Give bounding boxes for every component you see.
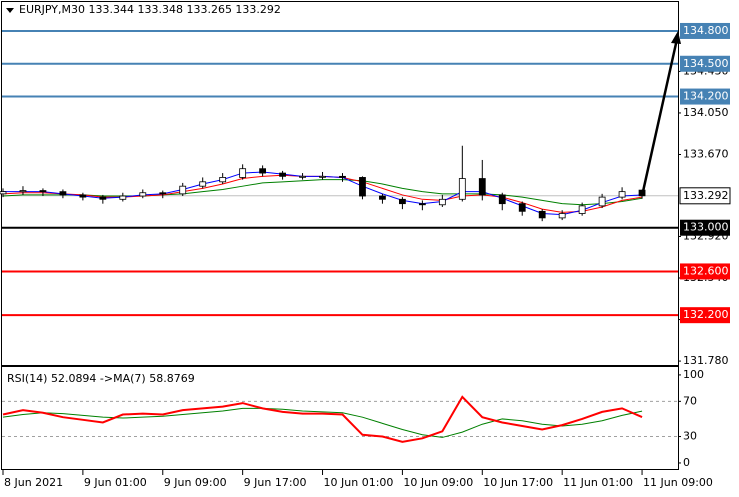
candle-body <box>458 178 466 200</box>
y-tick-label: 133.670 <box>683 147 729 160</box>
line <box>2 407 643 438</box>
arrow-shaft <box>640 38 679 197</box>
line <box>2 395 643 443</box>
level-label: 132.200 <box>683 308 729 321</box>
x-tick-label: 11 Jun 01:00 <box>563 476 633 489</box>
candle-body <box>139 192 147 197</box>
candle-body <box>119 195 127 200</box>
x-tick-label: 9 Jun 09:00 <box>164 476 227 489</box>
candle-body <box>219 177 227 183</box>
x-tick-label: 10 Jun 01:00 <box>324 476 394 489</box>
candle-body <box>39 190 47 193</box>
y-tick-label: 100 <box>683 368 704 381</box>
y-tick-label: 70 <box>683 394 697 407</box>
level-box <box>680 88 730 105</box>
candle-body <box>59 191 67 196</box>
rsi-title: RSI(14) 52.0894 ->MA(7) 58.8769 <box>7 372 195 385</box>
candle-body <box>319 175 326 178</box>
level-box <box>680 307 730 324</box>
candle-body <box>418 203 426 206</box>
level-label: 134.500 <box>683 57 729 70</box>
candle-body <box>179 185 187 195</box>
candle-body <box>558 213 566 219</box>
level-box <box>680 22 730 39</box>
candle-body <box>239 168 247 178</box>
x-tick-label: 10 Jun 09:00 <box>403 476 473 489</box>
chart-title: EURJPY,M30 133.344 133.348 133.265 133.2… <box>19 3 281 16</box>
candle-body <box>199 181 207 187</box>
candle-body <box>478 178 486 196</box>
candle-body <box>19 190 27 193</box>
candle-body <box>399 198 406 205</box>
candle-body <box>79 194 87 198</box>
x-tick-label: 8 Jun 2021 <box>4 476 63 489</box>
last-price-label: 133.292 <box>683 189 729 202</box>
menu-triangle <box>6 8 14 13</box>
candle-body <box>359 177 366 197</box>
candle-body <box>498 194 506 205</box>
level-box <box>680 263 730 280</box>
level-label: 132.600 <box>683 264 729 277</box>
candle-body <box>339 175 346 178</box>
candle-body <box>518 203 526 212</box>
candle-body <box>438 198 446 206</box>
candle-body <box>259 168 267 174</box>
level-label: 134.800 <box>683 24 729 37</box>
x-tick-label: 9 Jun 01:00 <box>84 476 147 489</box>
x-tick-label: 11 Jun 09:00 <box>643 476 713 489</box>
level-box <box>680 55 730 72</box>
y-tick-label: 134.050 <box>683 106 729 119</box>
level-box <box>680 219 730 236</box>
level-label: 133.000 <box>683 221 729 234</box>
moving-average <box>2 179 643 206</box>
candle-body <box>379 195 386 200</box>
candle-body <box>578 205 586 214</box>
candle-body <box>159 192 167 195</box>
y-tick-label: 0 <box>683 456 690 469</box>
y-tick-label: 131.780 <box>683 354 729 367</box>
x-tick-label: 9 Jun 17:00 <box>244 476 307 489</box>
candle-body <box>0 191 7 195</box>
candle-body <box>598 196 606 207</box>
main-pane <box>1 1 679 366</box>
candle-body <box>279 172 286 177</box>
candle-body <box>299 175 306 178</box>
candle-body <box>99 196 107 200</box>
y-tick-label: 30 <box>683 430 697 443</box>
arrow-head <box>671 30 681 44</box>
x-tick-label: 10 Jun 17:00 <box>483 476 553 489</box>
candle-body <box>538 210 546 219</box>
last-price-box <box>679 187 731 205</box>
level-label: 134.200 <box>683 90 729 103</box>
candle-body <box>618 191 626 198</box>
